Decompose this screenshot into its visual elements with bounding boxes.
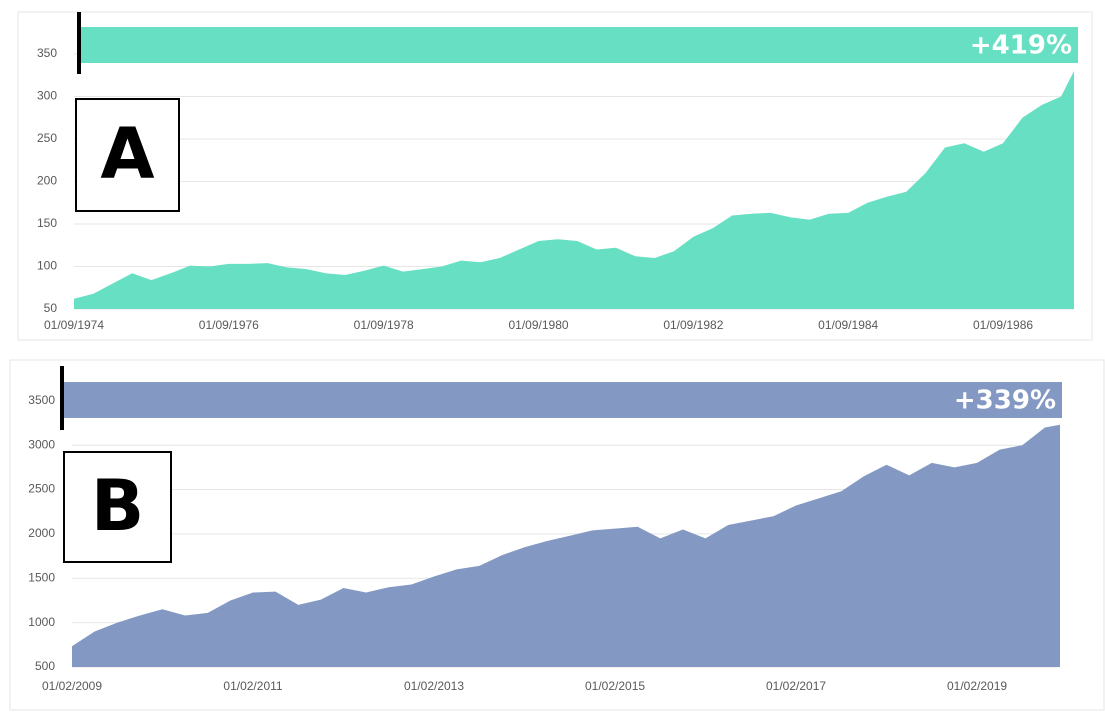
- x-tick-label: 01/02/2011: [223, 679, 282, 693]
- y-tick-label: 1000: [28, 615, 55, 629]
- x-tick-label: 01/02/2019: [947, 679, 1007, 693]
- x-tick-label: 01/02/2017: [766, 679, 826, 693]
- x-tick-label: 01/09/1986: [973, 318, 1033, 332]
- x-tick-label: 01/09/1978: [354, 318, 414, 332]
- y-tick-label: 2500: [28, 482, 55, 496]
- y-tick-label: 300: [37, 89, 57, 103]
- y-tick-label: 2000: [28, 526, 55, 540]
- banner-text: +419%: [970, 31, 1072, 61]
- banner-marker: [77, 12, 81, 74]
- area: [72, 424, 1060, 667]
- chart-label: A: [100, 113, 154, 195]
- y-tick-label: 150: [37, 216, 57, 230]
- y-tick-label: 1500: [28, 570, 55, 584]
- banner: [64, 382, 1062, 418]
- x-tick-label: 01/09/1980: [508, 318, 568, 332]
- x-tick-label: 01/02/2015: [585, 679, 645, 693]
- label-box: [75, 98, 180, 212]
- area: [74, 71, 1074, 309]
- banner-text: +339%: [954, 386, 1056, 416]
- y-tick-label: 350: [37, 46, 57, 60]
- y-tick-label: 50: [44, 301, 58, 315]
- y-tick-label: 250: [37, 131, 57, 145]
- y-tick-label: 3000: [28, 437, 55, 451]
- banner-marker: [60, 366, 64, 430]
- label-box: [63, 451, 172, 563]
- x-tick-label: 01/09/1982: [663, 318, 723, 332]
- chart-label: B: [91, 465, 144, 547]
- x-tick-label: 01/02/2009: [42, 679, 102, 693]
- x-tick-label: 01/09/1976: [199, 318, 259, 332]
- x-tick-label: 01/02/2013: [404, 679, 464, 693]
- y-tick-label: 3500: [28, 393, 55, 407]
- x-tick-label: 01/09/1974: [44, 318, 104, 332]
- y-tick-label: 500: [35, 659, 55, 673]
- y-tick-label: 100: [37, 259, 57, 273]
- banner: [80, 27, 1078, 63]
- x-tick-label: 01/09/1984: [818, 318, 878, 332]
- y-tick-label: 200: [37, 174, 57, 188]
